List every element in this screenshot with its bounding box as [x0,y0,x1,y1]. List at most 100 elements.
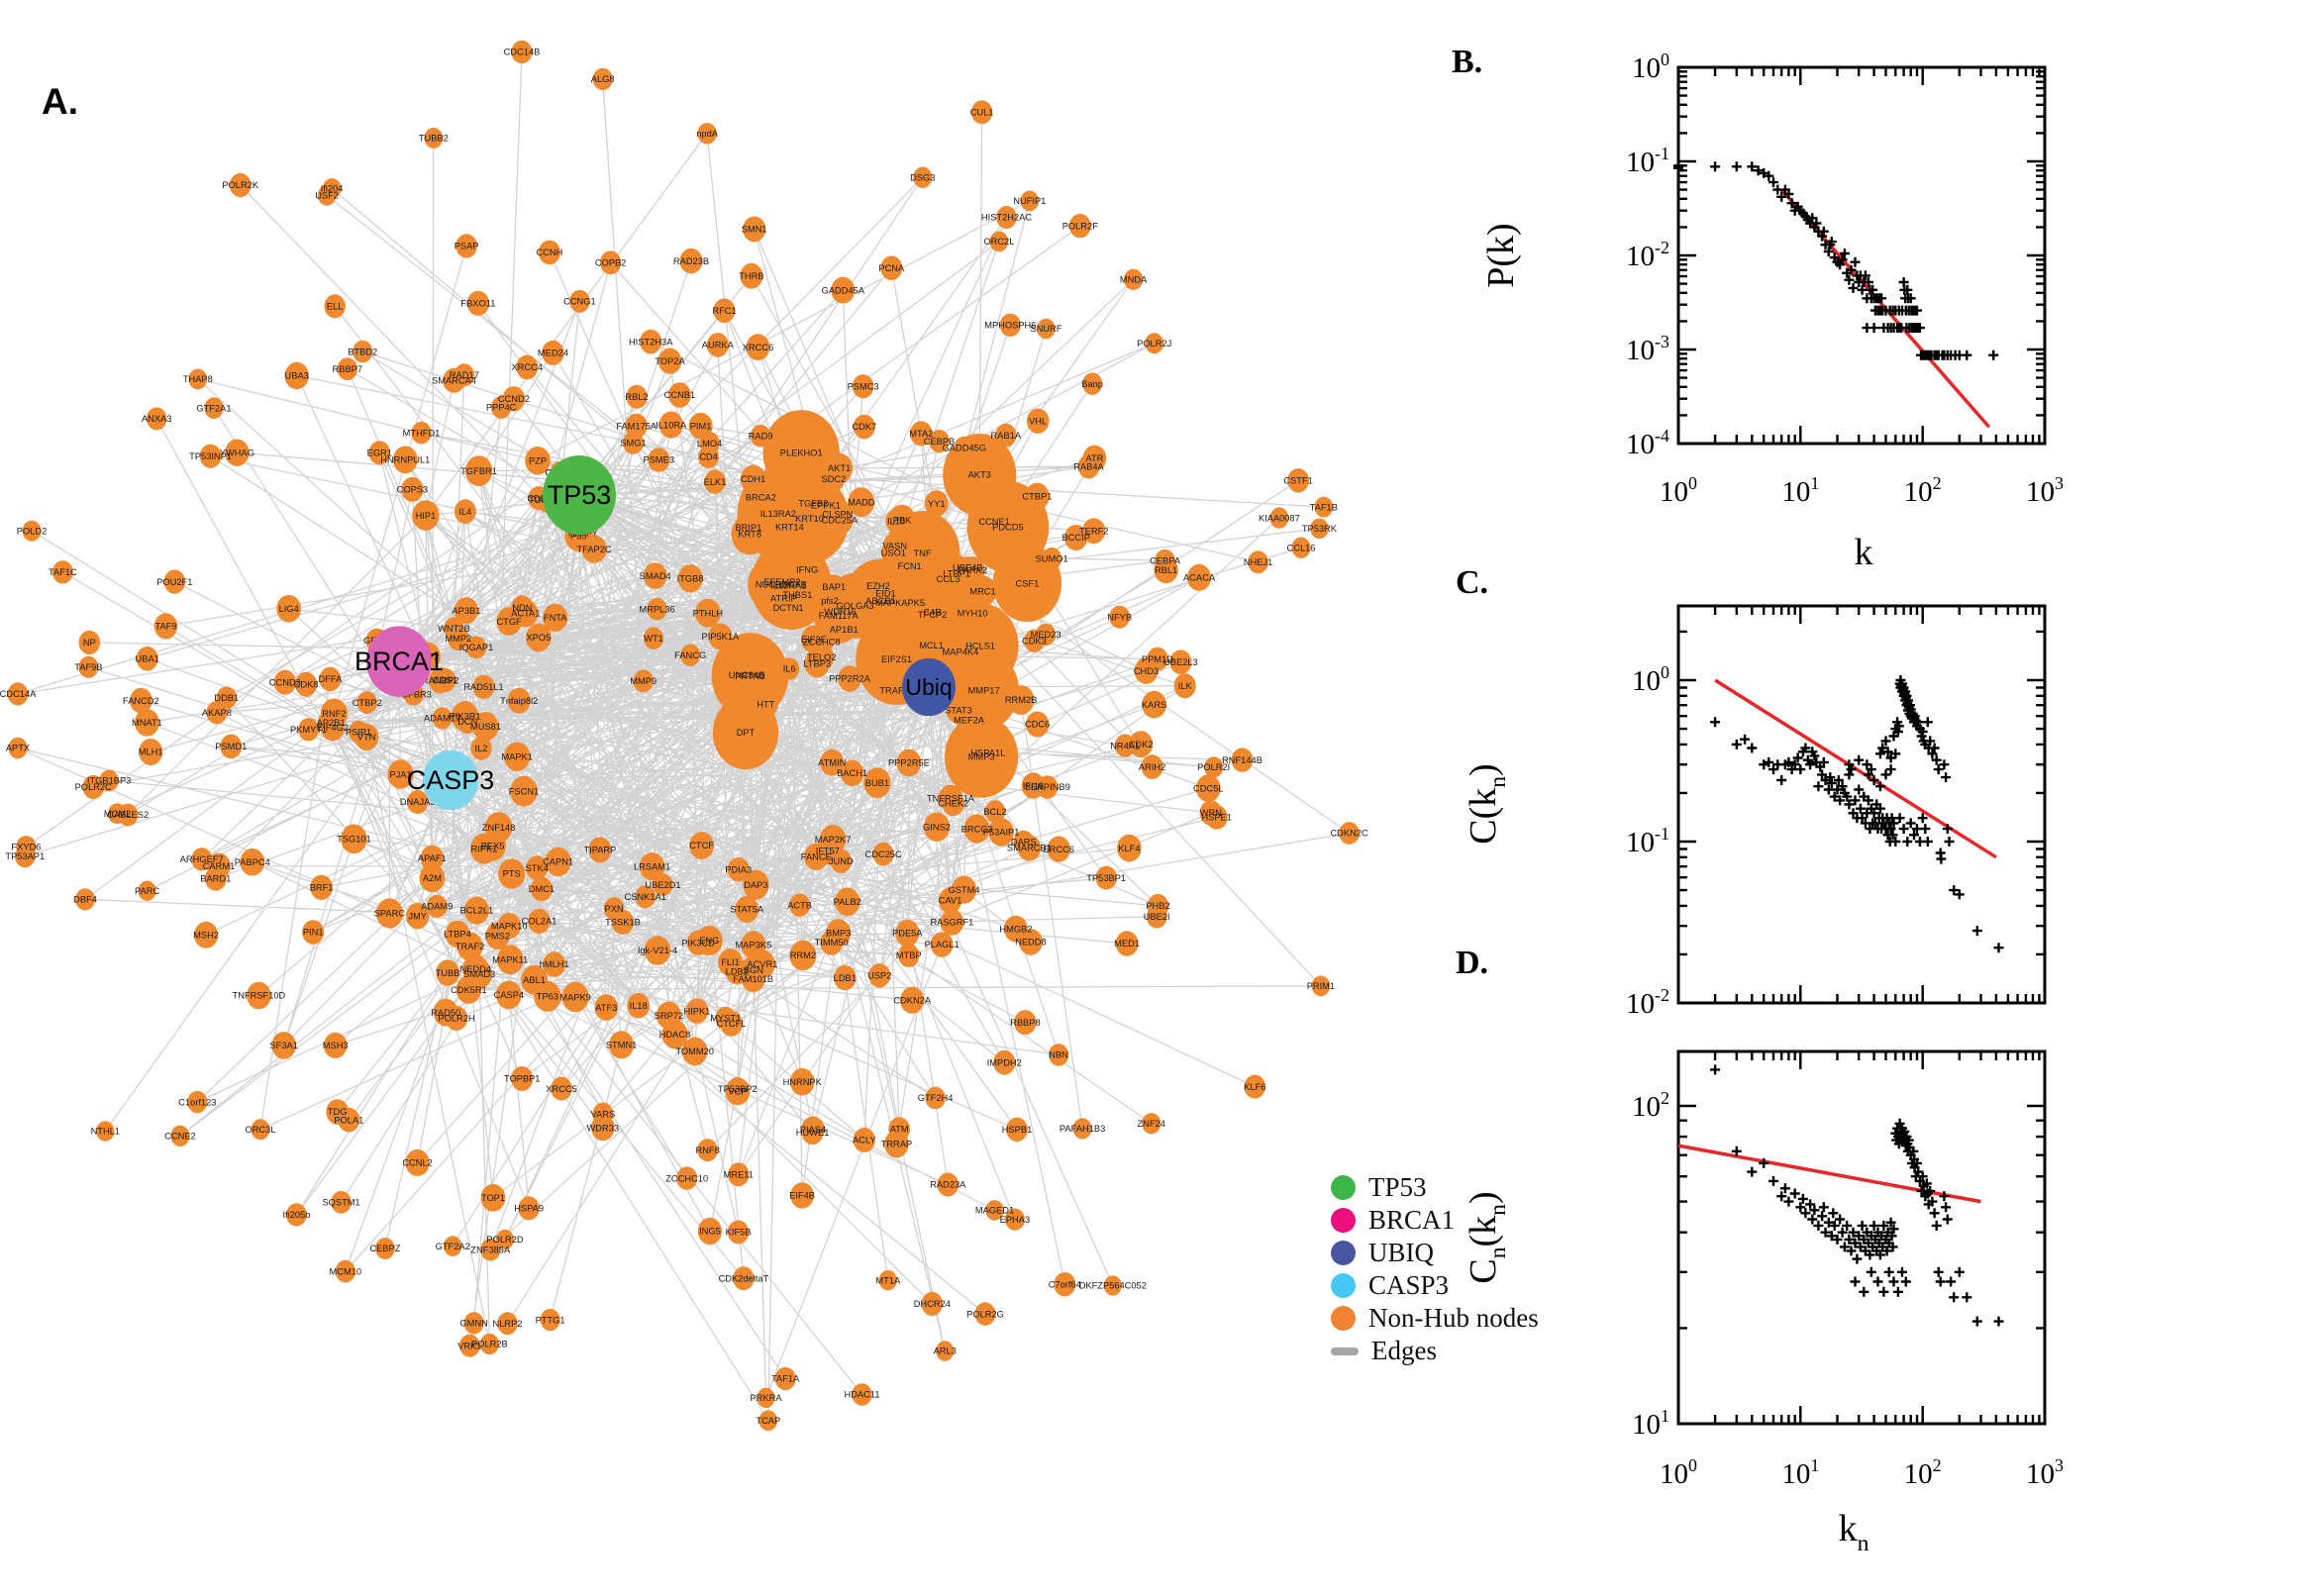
gene-label: PHB2 [1146,901,1169,911]
gene-label: TSG101 [337,835,371,845]
gene-node [727,857,750,882]
gene-label: GADD45A [822,285,865,295]
gene-label: SF3A1 [269,1041,297,1050]
gene-node [331,1190,352,1214]
gene-node [1082,518,1106,545]
gene-node [1021,772,1046,799]
gene-label: LDB2 [726,966,749,976]
gene-node [521,964,548,995]
gene-label: MRC1 [969,586,995,596]
gene-node [324,1032,348,1058]
gene-label: MAP2K7 [815,835,852,845]
gene-node [540,1308,560,1332]
gene-label: ATF3 [595,1003,617,1013]
gene-label: ERCC6 [1043,845,1074,854]
gene-label: FANCE [801,852,832,862]
gene-node [7,682,29,706]
gene-label: EIF4G2 [317,723,349,733]
gene-label: CCNG1 [563,297,596,307]
gene-node [1037,318,1056,340]
gene-label: ZNF24 [1137,1119,1164,1129]
gene-node [503,742,531,771]
gene-node [868,963,891,988]
gene-label: npdA [696,129,719,139]
gene-node [490,396,512,419]
gene-label: RNF8 [695,1146,719,1155]
gene-node [679,248,703,274]
gene-node [511,40,533,64]
gene-node [708,623,733,650]
gene-label: DHCR24 [914,1299,951,1309]
gene-label: SMG1 [620,438,646,448]
gene-node [1244,1074,1266,1099]
gene-node [704,469,726,494]
gene-node [898,944,920,967]
legend: TP53 BRCA1 UBIQ CASP3 Non-Hub nodes Edges [1331,1171,1539,1367]
gene-node [434,667,456,693]
gene-label: RAD50 [431,1008,460,1018]
gene-label: NTHL1 [91,1127,120,1137]
gene-label: PKMYT1 [290,725,327,735]
gene-label: TP53AP1 [5,851,45,861]
gene-node [1109,605,1130,629]
hub-label-tp53: TP53 [548,480,612,510]
gene-node [976,740,1000,766]
panel-d-data-points [1710,1064,2004,1327]
gene-node [75,888,95,911]
gene-node [779,657,800,680]
gene-label: AP1B1 [830,625,858,635]
gene-node [789,940,817,971]
gene-label: CD4 [699,452,718,462]
panel-label-b: B. [1452,44,1483,80]
gene-label: UBA1 [136,653,159,663]
panel-c-ytick-label: 10-1 [1626,824,1669,858]
gene-node [853,414,875,440]
gene-label: CCNB1 [664,390,696,400]
gene-node [1339,822,1360,845]
gene-label: PBK [893,515,912,525]
panel-d-y-axis-title: Cn(kn) [1463,1191,1511,1283]
legend-label: Edges [1371,1336,1437,1365]
gene-label: TNF [913,549,931,558]
gene-node [937,1172,960,1197]
gene-node [740,262,763,289]
gene-label: HMGB2 [999,924,1032,934]
gene-label: CAPN1 [543,857,573,867]
gene-node [697,1217,723,1246]
gene-label: PXN [605,904,624,914]
gene-label: EID1 [875,588,896,598]
gene-label: TUBB2 [419,134,449,144]
gene-label: DSG3 [910,172,935,182]
gene-node [609,1031,635,1059]
gene-label: CCNE2 [164,1132,196,1142]
gene-label: MAPK9 [559,992,591,1002]
gene-node [946,561,967,586]
gene-label: ALG8 [591,74,615,84]
panel-b-xtick-label: 103 [2026,473,2064,508]
gene-node [1204,756,1224,778]
gene-label: SMARCB1 [1007,844,1052,853]
gene-label: VRK1 [457,1341,481,1350]
gene-label: CCND2 [498,394,530,404]
gene-node [153,613,178,640]
gene-label: USP2 [867,971,891,981]
gene-node [465,636,487,659]
gene-node [1095,865,1117,890]
gene-node [337,357,357,381]
gene-node [526,855,549,881]
gene-node [899,554,920,578]
gene-node [525,447,551,475]
gene-node [740,464,766,494]
gene-node [746,334,770,360]
gene-node [496,945,524,975]
gene-label: DBF4 [73,895,97,905]
gene-label: RAB1A [991,431,1022,441]
gene-label: LDB1 [834,973,857,983]
gene-label: THAP8 [183,374,213,384]
gene-label: COL2A1 [522,917,557,927]
gene-label: MNAT1 [132,718,162,728]
gene-label: TIMM50 [815,938,849,948]
gene-node [951,875,977,904]
gene-node [1155,549,1175,572]
gene-node [516,354,539,380]
